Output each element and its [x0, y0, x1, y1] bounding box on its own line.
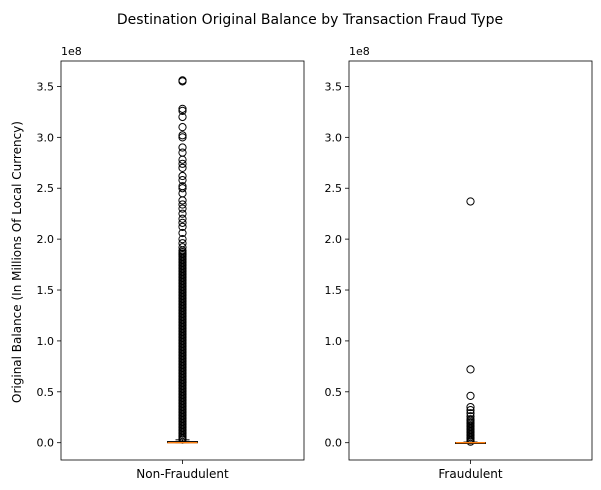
y-tick-label: 3.5 [325, 80, 343, 93]
outlier-point [466, 409, 475, 418]
outlier-point [178, 143, 187, 152]
y-tick-label: 1.5 [325, 284, 343, 297]
outlier-point [178, 200, 187, 209]
y-offset-label: 1e8 [61, 45, 82, 58]
outlier-point [178, 235, 187, 244]
y-tick-label: 2.0 [37, 233, 55, 246]
outlier-point [178, 131, 187, 140]
y-tick-label: 1.0 [325, 335, 343, 348]
outlier-point [466, 391, 475, 400]
outlier-point [178, 171, 187, 181]
y-tick-label: 2.0 [325, 233, 343, 246]
y-tick-label: 0.0 [325, 437, 343, 450]
outlier-point [178, 239, 187, 248]
y-offset-label: 1e8 [349, 45, 370, 58]
outlier-point [466, 406, 475, 415]
x-tick-label: Non-Fraudulent [136, 467, 229, 481]
y-tick-label: 3.5 [37, 80, 55, 93]
outlier-point [466, 402, 475, 412]
outlier-point [466, 365, 475, 374]
axes-frame [60, 60, 305, 461]
outlier-point [178, 155, 187, 164]
outlier-point [178, 209, 187, 218]
outlier-point [178, 196, 187, 205]
outlier-point [178, 123, 187, 132]
axes-frame [348, 60, 593, 461]
x-tick-label: Fraudulent [438, 467, 502, 481]
outlier-point [178, 106, 187, 115]
outlier-point [178, 218, 187, 227]
outlier-point [178, 228, 187, 238]
outlier-point [178, 204, 187, 213]
outlier-point [178, 189, 187, 198]
outlier-point [178, 77, 187, 86]
y-tick-label: 1.0 [37, 335, 55, 348]
outlier-point [466, 415, 475, 424]
y-tick-label: 1.5 [37, 284, 55, 297]
outlier-point [178, 163, 187, 172]
outlier-point [178, 175, 187, 185]
outlier-point [178, 133, 187, 142]
outlier-point [178, 222, 187, 232]
outlier-point [178, 214, 187, 223]
outlier-point [178, 112, 187, 122]
y-tick-label: 0.5 [325, 386, 343, 399]
outlier-point [178, 184, 187, 193]
y-tick-label: 2.5 [37, 182, 55, 195]
outlier-point [178, 104, 187, 113]
y-tick-label: 0.0 [37, 437, 55, 450]
chart-title: Destination Original Balance by Transact… [117, 12, 503, 28]
outlier-point [178, 243, 187, 252]
y-tick-label: 2.5 [325, 182, 343, 195]
outlier-point [178, 148, 187, 157]
y-tick-label: 0.5 [37, 386, 55, 399]
panel-2: 0.0 0.5 1.0 1.5 2.0 2.5 3.0 3.5 1e8 Fraudulent [325, 45, 593, 481]
outlier-point [466, 412, 475, 421]
outlier-point [178, 159, 187, 168]
panel-1: 0.0 0.5 1.0 1.5 2.0 2.5 3.0 3.5 1e8 Non-Fraudulen… [37, 45, 305, 481]
outlier-point [466, 197, 475, 206]
y-axis-label: Original Balance (In Millions Of Local C… [10, 121, 24, 403]
y-tick-label: 3.0 [325, 131, 343, 144]
y-tick-label: 3.0 [37, 131, 55, 144]
